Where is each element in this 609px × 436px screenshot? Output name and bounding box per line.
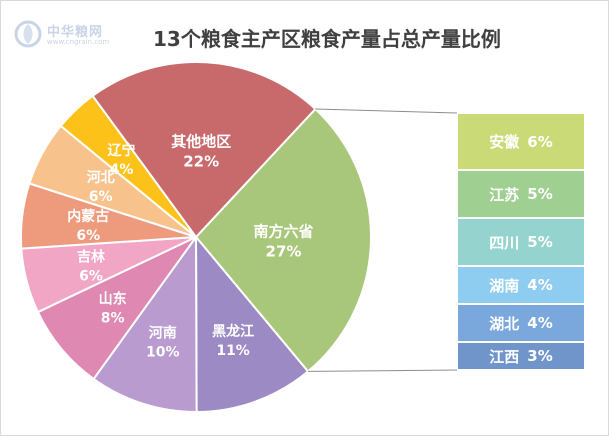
pie-slice-8 [91, 60, 317, 239]
connector-bottom [307, 369, 458, 372]
breakdown-percent-0: 6% [527, 132, 553, 151]
breakdown-row-2: 四川 5% [457, 218, 585, 266]
slice-label-0: 南方六省 [253, 222, 313, 240]
slice-percent-7: 4% [110, 162, 134, 178]
watermark-url: www.cngrain.com [47, 38, 110, 46]
breakdown-label-5: 江西 [489, 347, 520, 366]
breakdown-label-3: 湖南 [489, 276, 520, 295]
watermark-brand: 中华粮网 [47, 25, 104, 40]
breakdown-percent-2: 5% [527, 233, 553, 251]
breakdown-label-2: 四川 [489, 233, 520, 252]
breakdown-panel: 安徽 6% 江苏 5% 四川 5% 湖南 4% 湖北 4% 江西 3% [457, 113, 587, 370]
slice-label-3: 山东 [99, 291, 127, 308]
breakdown-label-1: 江苏 [489, 185, 520, 204]
slice-label-4: 吉林 [77, 248, 105, 265]
breakdown-percent-3: 4% [527, 276, 553, 294]
slice-label-6: 河北 [87, 169, 115, 186]
slice-percent-5: 6% [76, 228, 100, 244]
slice-label-2: 河南 [149, 324, 177, 341]
pie-slice-0 [194, 107, 373, 373]
slice-percent-6: 6% [89, 189, 113, 205]
breakdown-percent-1: 5% [527, 185, 553, 203]
slice-percent-1: 11% [216, 343, 250, 359]
slice-label-8: 其他地区 [171, 133, 231, 151]
slice-label-5: 内蒙古 [67, 208, 109, 225]
pie-slice-2 [92, 233, 198, 414]
breakdown-label-0: 安徽 [489, 133, 520, 151]
breakdown-row-5: 江西 3% [457, 342, 585, 370]
breakdown-percent-4: 4% [527, 314, 553, 332]
breakdown-row-3: 湖南 4% [457, 266, 585, 304]
breakdown-row-4: 湖北 4% [457, 304, 585, 342]
slice-percent-4: 6% [79, 268, 103, 284]
pie-slice-1 [194, 234, 310, 414]
slice-label-7: 辽宁 [108, 142, 136, 159]
slice-percent-3: 8% [101, 311, 125, 327]
connector-top [315, 108, 458, 114]
breakdown-row-1: 江苏 5% [457, 170, 585, 218]
slice-label-1: 黑龙江 [212, 323, 254, 340]
watermark: 中华粮网 www.cngrain.com [13, 19, 131, 49]
breakdown-row-0: 安徽 6% [457, 113, 585, 170]
breakdown-label-4: 湖北 [489, 314, 520, 333]
breakdown-percent-5: 3% [527, 347, 553, 365]
slice-percent-8: 22% [183, 153, 219, 171]
slice-percent-0: 27% [266, 242, 302, 260]
grain-logo-icon [14, 20, 42, 48]
chart-title: 13个粮食主产区粮食产量占总产量比例 [153, 27, 501, 51]
slice-percent-2: 10% [146, 344, 180, 360]
